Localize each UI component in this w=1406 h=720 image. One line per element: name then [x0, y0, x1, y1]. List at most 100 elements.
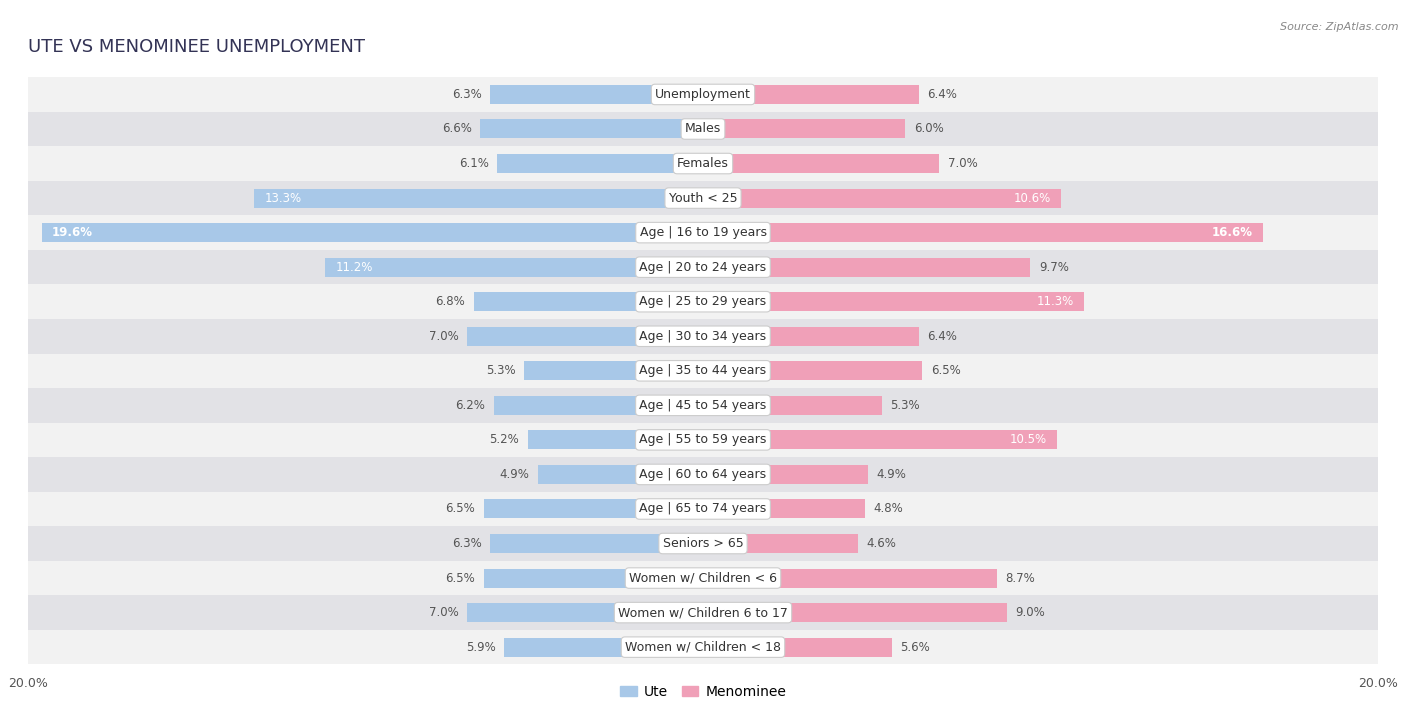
- Bar: [703, 189, 1060, 207]
- Text: Females: Females: [678, 157, 728, 170]
- Bar: [494, 396, 703, 415]
- Bar: [28, 457, 1378, 492]
- Text: 5.3%: 5.3%: [486, 364, 516, 377]
- Text: Youth < 25: Youth < 25: [669, 192, 737, 204]
- Bar: [703, 120, 905, 138]
- Text: Unemployment: Unemployment: [655, 88, 751, 101]
- Text: 11.3%: 11.3%: [1038, 295, 1074, 308]
- Bar: [503, 638, 703, 657]
- Text: 9.7%: 9.7%: [1039, 261, 1069, 274]
- Text: Age | 35 to 44 years: Age | 35 to 44 years: [640, 364, 766, 377]
- Text: 9.0%: 9.0%: [1015, 606, 1045, 619]
- Bar: [484, 500, 703, 518]
- Bar: [28, 630, 1378, 665]
- Text: 6.0%: 6.0%: [914, 122, 943, 135]
- Bar: [524, 361, 703, 380]
- Text: 7.0%: 7.0%: [948, 157, 977, 170]
- Bar: [703, 569, 997, 588]
- Bar: [28, 181, 1378, 215]
- Text: 5.2%: 5.2%: [489, 433, 519, 446]
- Text: 5.3%: 5.3%: [890, 399, 920, 412]
- Text: Age | 65 to 74 years: Age | 65 to 74 years: [640, 503, 766, 516]
- Text: 6.5%: 6.5%: [446, 572, 475, 585]
- Text: 7.0%: 7.0%: [429, 606, 458, 619]
- Text: 4.9%: 4.9%: [877, 468, 907, 481]
- Text: 5.9%: 5.9%: [465, 641, 495, 654]
- Text: Women w/ Children < 18: Women w/ Children < 18: [626, 641, 780, 654]
- Text: 6.4%: 6.4%: [928, 330, 957, 343]
- Bar: [703, 85, 920, 104]
- Text: 4.8%: 4.8%: [873, 503, 903, 516]
- Text: 6.8%: 6.8%: [436, 295, 465, 308]
- Bar: [28, 423, 1378, 457]
- Bar: [703, 534, 858, 553]
- Text: 6.6%: 6.6%: [441, 122, 472, 135]
- Bar: [703, 638, 891, 657]
- Text: 10.6%: 10.6%: [1014, 192, 1050, 204]
- Text: Seniors > 65: Seniors > 65: [662, 537, 744, 550]
- Bar: [28, 354, 1378, 388]
- Text: 8.7%: 8.7%: [1005, 572, 1035, 585]
- Bar: [28, 77, 1378, 112]
- Bar: [254, 189, 703, 207]
- Bar: [484, 569, 703, 588]
- Text: 6.1%: 6.1%: [458, 157, 489, 170]
- Bar: [28, 215, 1378, 250]
- Text: Age | 45 to 54 years: Age | 45 to 54 years: [640, 399, 766, 412]
- Bar: [325, 258, 703, 276]
- Bar: [703, 431, 1057, 449]
- Text: 6.3%: 6.3%: [453, 88, 482, 101]
- Bar: [703, 361, 922, 380]
- Text: 10.5%: 10.5%: [1010, 433, 1047, 446]
- Text: 6.3%: 6.3%: [453, 537, 482, 550]
- Bar: [527, 431, 703, 449]
- Text: 6.5%: 6.5%: [931, 364, 960, 377]
- Text: 7.0%: 7.0%: [429, 330, 458, 343]
- Bar: [703, 258, 1031, 276]
- Bar: [28, 595, 1378, 630]
- Bar: [28, 388, 1378, 423]
- Text: 6.4%: 6.4%: [928, 88, 957, 101]
- Text: Age | 60 to 64 years: Age | 60 to 64 years: [640, 468, 766, 481]
- Text: UTE VS MENOMINEE UNEMPLOYMENT: UTE VS MENOMINEE UNEMPLOYMENT: [28, 38, 366, 56]
- Bar: [703, 465, 869, 484]
- Bar: [42, 223, 703, 242]
- Bar: [498, 154, 703, 173]
- Bar: [467, 327, 703, 346]
- Bar: [28, 561, 1378, 595]
- Bar: [28, 319, 1378, 354]
- Bar: [481, 120, 703, 138]
- Bar: [703, 292, 1084, 311]
- Bar: [703, 154, 939, 173]
- Bar: [703, 223, 1263, 242]
- Bar: [28, 146, 1378, 181]
- Text: 16.6%: 16.6%: [1212, 226, 1253, 239]
- Bar: [703, 327, 920, 346]
- Bar: [474, 292, 703, 311]
- Text: 6.2%: 6.2%: [456, 399, 485, 412]
- Text: Women w/ Children < 6: Women w/ Children < 6: [628, 572, 778, 585]
- Text: 13.3%: 13.3%: [264, 192, 301, 204]
- Text: 5.6%: 5.6%: [900, 641, 931, 654]
- Bar: [28, 112, 1378, 146]
- Legend: Ute, Menominee: Ute, Menominee: [614, 680, 792, 704]
- Text: 11.2%: 11.2%: [335, 261, 373, 274]
- Bar: [703, 603, 1007, 622]
- Bar: [703, 500, 865, 518]
- Bar: [703, 396, 882, 415]
- Text: Age | 20 to 24 years: Age | 20 to 24 years: [640, 261, 766, 274]
- Text: Source: ZipAtlas.com: Source: ZipAtlas.com: [1281, 22, 1399, 32]
- Bar: [28, 250, 1378, 284]
- Bar: [28, 492, 1378, 526]
- Text: 19.6%: 19.6%: [52, 226, 93, 239]
- Bar: [537, 465, 703, 484]
- Text: Age | 16 to 19 years: Age | 16 to 19 years: [640, 226, 766, 239]
- Bar: [491, 85, 703, 104]
- Text: Age | 30 to 34 years: Age | 30 to 34 years: [640, 330, 766, 343]
- Bar: [491, 534, 703, 553]
- Text: Women w/ Children 6 to 17: Women w/ Children 6 to 17: [619, 606, 787, 619]
- Text: 4.9%: 4.9%: [499, 468, 529, 481]
- Text: 6.5%: 6.5%: [446, 503, 475, 516]
- Text: 4.6%: 4.6%: [866, 537, 897, 550]
- Bar: [28, 284, 1378, 319]
